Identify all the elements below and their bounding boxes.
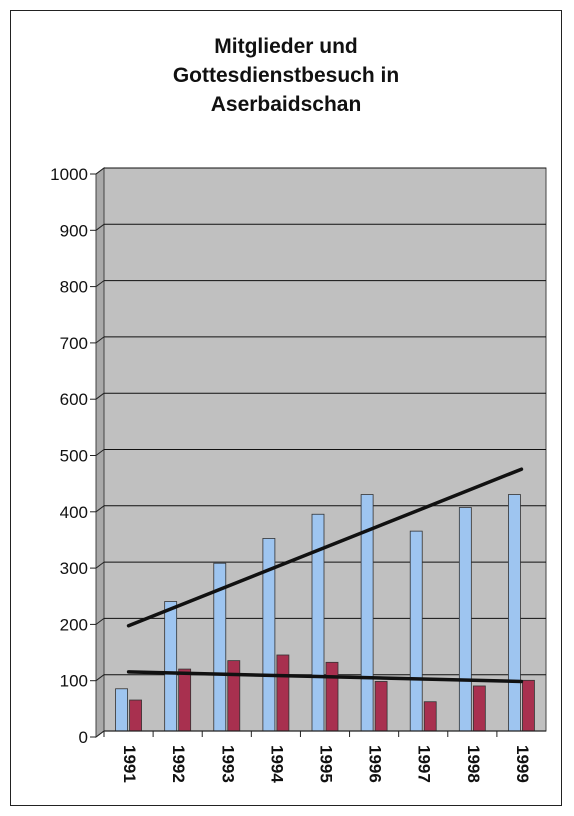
x-tick-label: 1992 <box>169 745 188 783</box>
gridline-depth <box>95 618 105 625</box>
y-tick-label: 200 <box>60 615 88 634</box>
y-tick-label: 700 <box>60 334 88 353</box>
y-tick-label: 1000 <box>50 165 88 184</box>
bar <box>164 601 178 732</box>
gridline-depth <box>95 392 105 400</box>
chart-title-line-1: Mitglieder und <box>214 35 358 58</box>
gridline-depth <box>95 505 105 513</box>
gridline-depth <box>95 561 105 569</box>
gridline-depth <box>95 730 105 738</box>
y-tick-label: 100 <box>60 672 88 691</box>
gridline-depth <box>95 223 105 231</box>
x-tick-label: 1997 <box>415 745 434 783</box>
gridline-depth <box>95 674 105 682</box>
bar <box>423 701 437 732</box>
y-tick-label: 400 <box>60 503 88 522</box>
gridline-depth <box>95 167 105 175</box>
bar <box>129 699 142 732</box>
gridline-depth <box>95 280 105 288</box>
chart-title: Mitglieder und Gottesdienstbesuch in Ase… <box>10 32 562 119</box>
bar <box>472 685 486 732</box>
y-tick-label: 900 <box>60 221 88 240</box>
bar <box>522 679 535 732</box>
bar <box>276 654 290 732</box>
y-tick-label: 500 <box>60 447 88 466</box>
chart-title-line-3: Aserbaidschan <box>210 93 362 116</box>
y-tick-label: 600 <box>60 390 88 409</box>
bar <box>458 507 472 732</box>
x-tick-label: 1994 <box>267 745 286 783</box>
y-tick-label: 0 <box>79 728 88 747</box>
bar <box>227 660 241 732</box>
y-tick-label: 300 <box>60 559 88 578</box>
bar <box>409 530 423 732</box>
bar <box>508 494 521 732</box>
bar <box>325 661 339 732</box>
chart-title-line-2: Gottesdienstbesuch in <box>172 64 400 87</box>
x-tick-label: 1998 <box>464 745 483 783</box>
bar <box>115 688 128 732</box>
trend-line <box>126 467 524 628</box>
x-tick-label: 1996 <box>366 745 385 783</box>
trend-line <box>126 670 524 684</box>
x-tick-label: 1993 <box>218 745 237 783</box>
x-tick-label: 1995 <box>317 745 336 783</box>
gridline-depth <box>95 449 105 456</box>
x-tick-label: 1991 <box>120 745 139 783</box>
bar <box>178 668 192 732</box>
y-tick-label: 800 <box>60 278 88 297</box>
x-tick-label: 1999 <box>513 745 532 783</box>
bar <box>374 681 388 732</box>
gridline-depth <box>95 336 105 344</box>
